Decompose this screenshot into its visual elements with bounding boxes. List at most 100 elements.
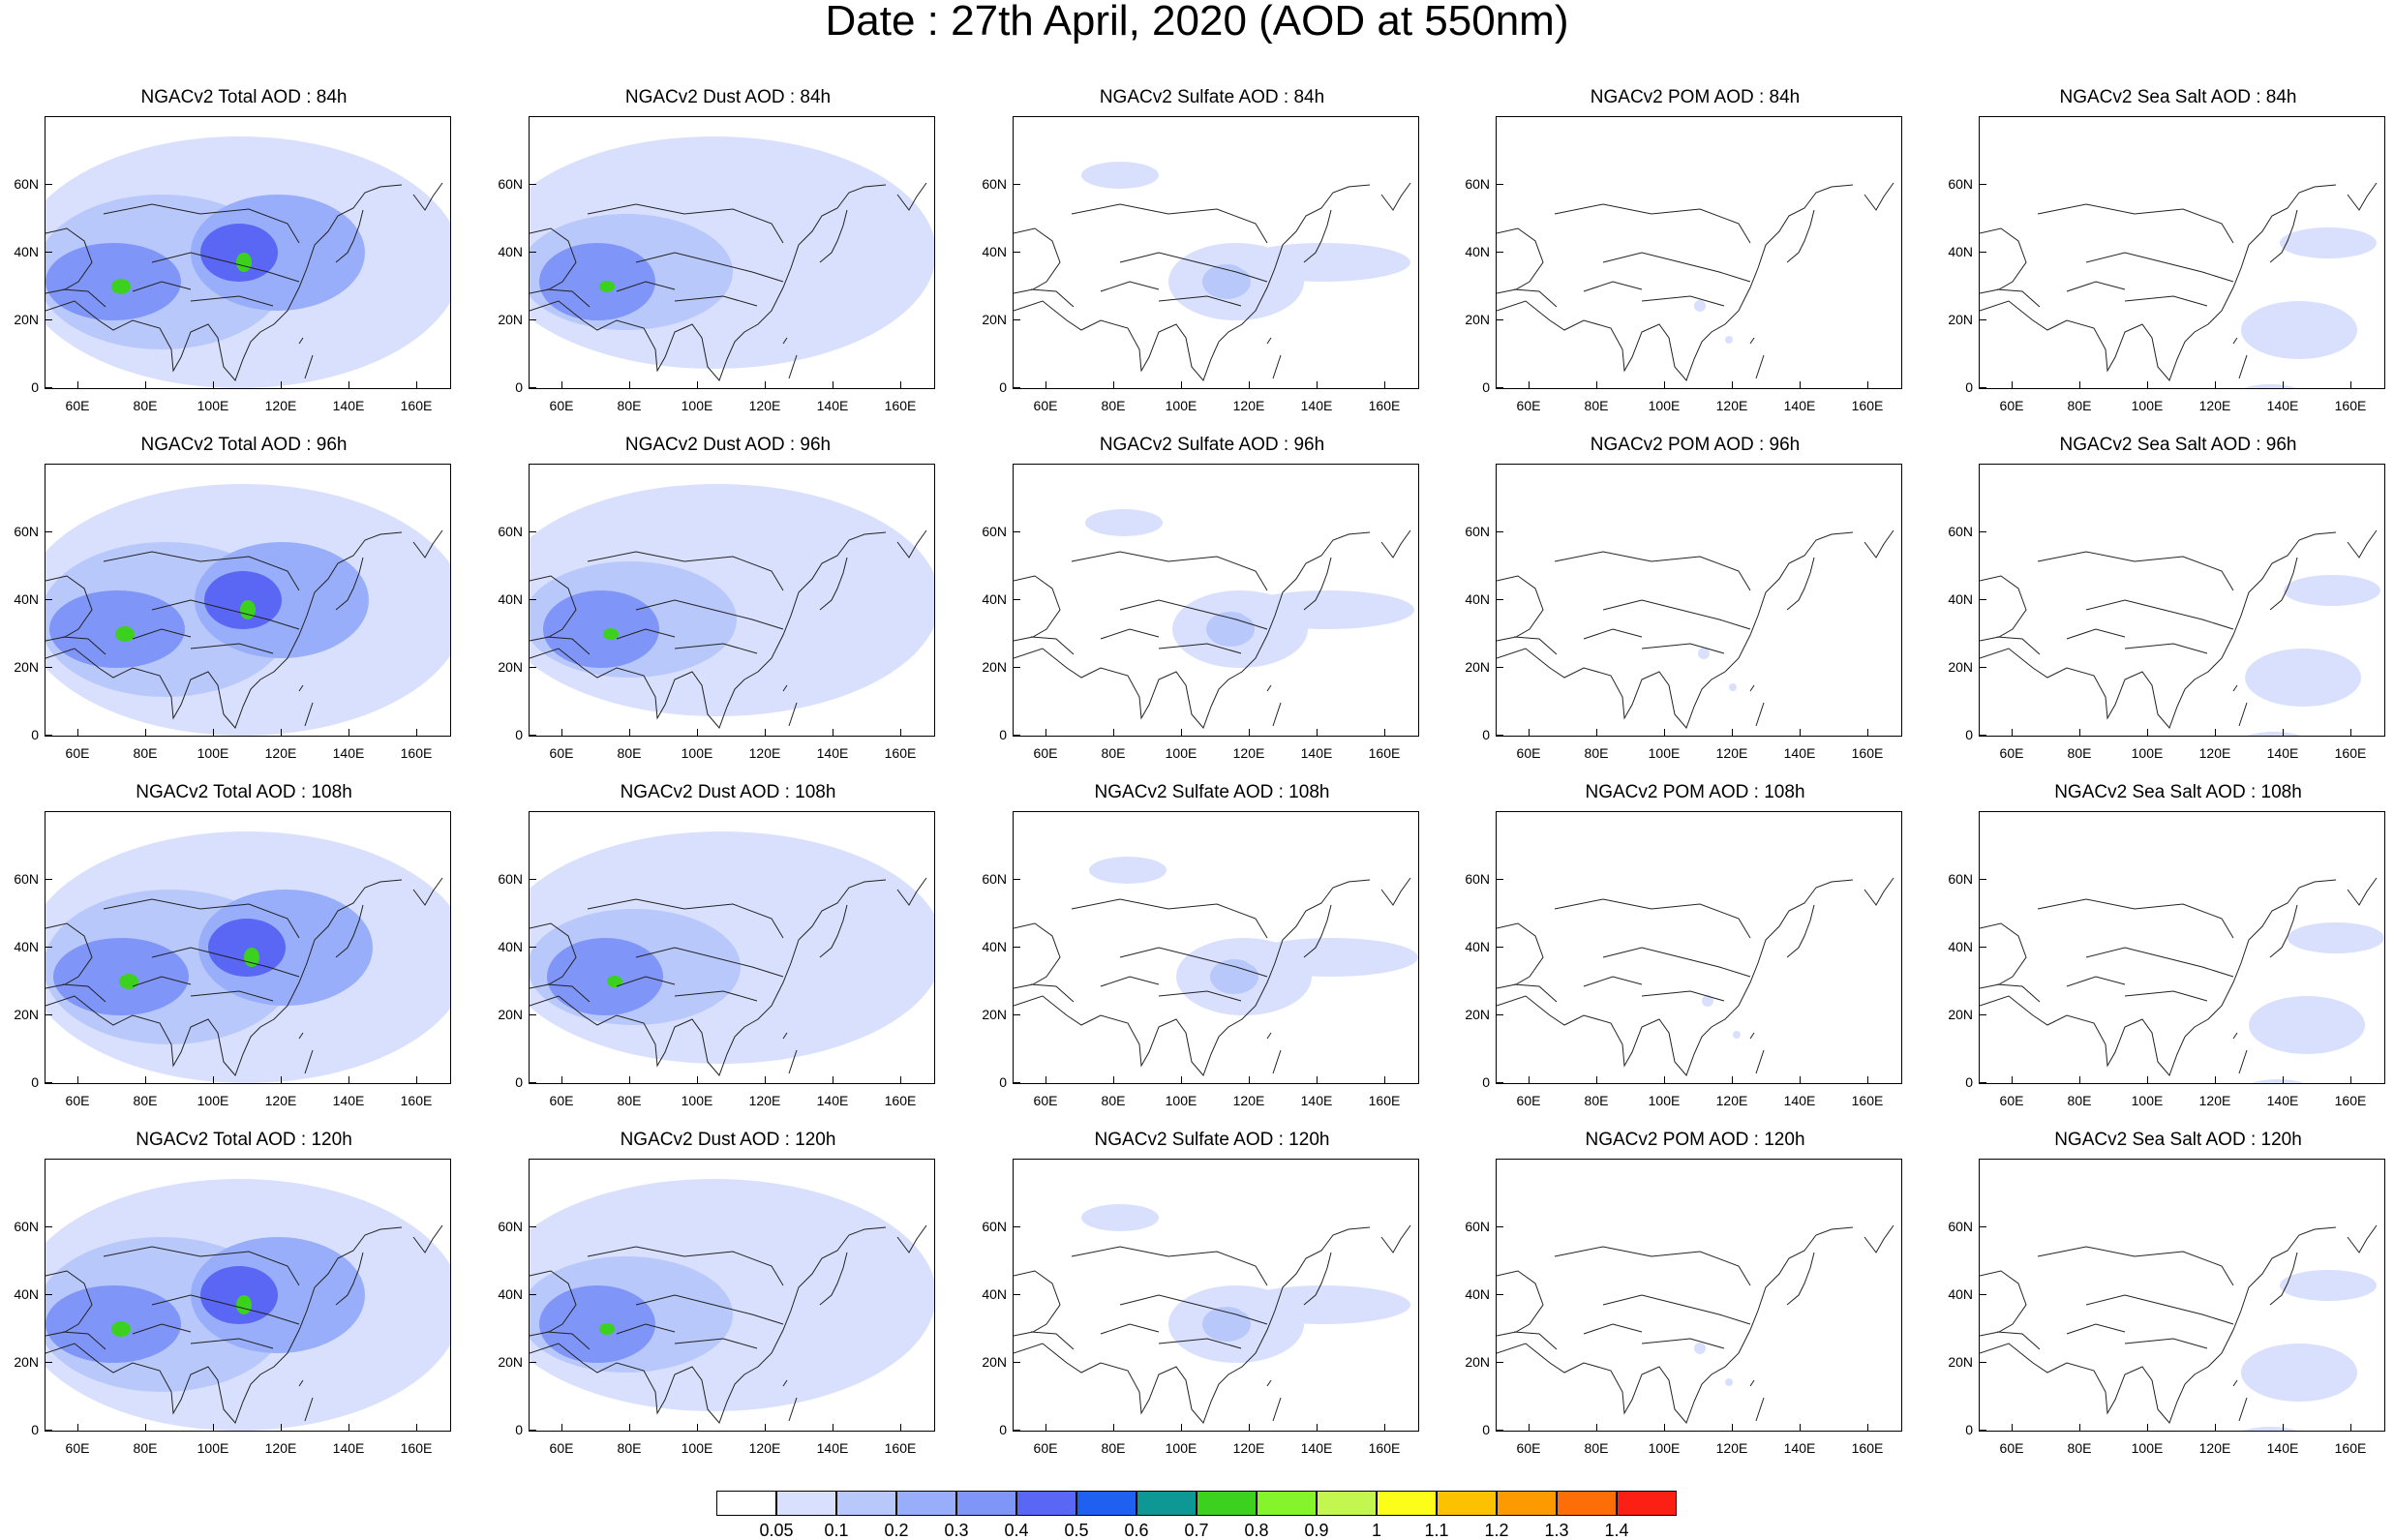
aod-shaded-area [45, 1285, 181, 1363]
coastline-outline [103, 1246, 300, 1286]
lon-tick [1800, 729, 1801, 737]
lat-tick [1979, 319, 1986, 320]
map-frame [1496, 811, 1902, 1084]
coastline-outline [1749, 1032, 1755, 1040]
lon-tick [1800, 381, 1801, 389]
coastline-outline [335, 209, 364, 263]
lat-tick-label: 60N [982, 871, 1007, 887]
coastline-outline [1641, 1338, 1725, 1349]
coastline-outline [546, 983, 591, 1003]
coastline-outline [1272, 1049, 1282, 1074]
coastline-outline [1755, 1397, 1765, 1422]
coastline-outline [412, 1224, 443, 1253]
lon-tick-label: 80E [2067, 398, 2092, 413]
coastline-outline [1583, 281, 1643, 292]
coastline-outline [1980, 227, 2027, 294]
lat-tick [45, 1294, 52, 1295]
lon-tick-label: 140E [816, 1440, 849, 1456]
lon-tick-label: 160E [1368, 1093, 1401, 1108]
coastline-outline [151, 947, 300, 978]
lat-tick-label: 60N [982, 176, 1007, 192]
lat-tick-label: 0 [1965, 727, 1973, 742]
lon-tick-label: 60E [1033, 398, 1058, 413]
coastline-outline [1786, 557, 1815, 611]
coastline-outline [635, 252, 784, 283]
lat-tick-label: 40N [982, 1286, 1007, 1302]
aod-shaded-area [2243, 1427, 2297, 1431]
map-frame [1496, 116, 1902, 389]
coastline-outline [896, 182, 927, 211]
lat-tick [1013, 667, 1020, 668]
colorbar-swatch [1257, 1491, 1317, 1516]
lon-tick [213, 1424, 214, 1432]
lat-tick-label: 0 [999, 727, 1007, 742]
lat-tick [1013, 1014, 1020, 1015]
lon-tick [1596, 1076, 1597, 1084]
lon-tick-label: 140E [332, 398, 365, 413]
lon-tick-label: 120E [264, 1093, 297, 1108]
coastline-outline [896, 529, 927, 559]
aod-field-map [1014, 1204, 1411, 1424]
coastline-outline [530, 1226, 887, 1424]
coastline-outline [1497, 1270, 1544, 1337]
panel-title: NGACv2 Sea Salt AOD : 120h [2054, 1130, 2302, 1150]
lon-tick [765, 381, 766, 389]
coastline-outline [190, 990, 274, 1002]
coastline-outline [1380, 529, 1411, 559]
lon-tick [561, 1424, 562, 1432]
lon-tick-label: 100E [681, 745, 713, 761]
lon-tick-label: 80E [617, 1093, 642, 1108]
lon-tick-label: 100E [681, 1093, 713, 1108]
coastline-outline [1641, 295, 1725, 307]
lon-tick-label: 100E [2131, 745, 2164, 761]
lon-tick-label: 160E [1368, 398, 1401, 413]
lon-tick-label: 80E [617, 745, 642, 761]
lat-tick-label: 0 [1482, 727, 1490, 742]
coastline-outline [1380, 182, 1411, 211]
aod-shaded-area [603, 628, 619, 640]
coastline-outline [62, 288, 106, 308]
coastline-outline [1786, 1252, 1815, 1306]
colorbar-swatch [1377, 1491, 1437, 1516]
lat-tick-label: 0 [1482, 379, 1490, 395]
lon-tick [1317, 381, 1318, 389]
map-panel-sea-salt-1: NGACv2 Sea Salt AOD : 96h 60N 40N 20N 0 60E 80… [1936, 435, 2394, 781]
coastline-outline [304, 1397, 314, 1422]
lon-tick [1113, 1424, 1114, 1432]
lon-tick-label: 100E [2131, 398, 2164, 413]
lat-tick [529, 1014, 536, 1015]
lat-tick-label: 20N [1948, 312, 1973, 327]
lat-tick [1979, 667, 1986, 668]
lon-tick [2350, 1424, 2351, 1432]
lon-tick [1317, 729, 1318, 737]
lon-tick [77, 1424, 78, 1432]
colorbar-swatch [716, 1491, 776, 1516]
coastline-outline [2347, 877, 2378, 906]
lat-tick-label: 40N [982, 244, 1007, 259]
lon-tick [1529, 729, 1530, 737]
lat-tick [1496, 879, 1503, 880]
lon-tick [281, 1076, 282, 1084]
lat-tick-label: 60N [14, 871, 39, 887]
lat-tick-label: 0 [515, 379, 523, 395]
lon-tick-label: 160E [884, 1093, 917, 1108]
lat-tick-label: 40N [498, 591, 523, 607]
lon-tick-label: 140E [1300, 398, 1333, 413]
aod-shaded-area [2243, 384, 2297, 388]
lon-tick-label: 100E [1648, 1093, 1681, 1108]
aod-shaded-area [1240, 590, 1414, 629]
lat-tick [529, 1226, 536, 1227]
lon-tick [77, 381, 78, 389]
aod-field-map [1497, 1224, 1894, 1424]
lat-tick-label: 60N [14, 1219, 39, 1234]
coastline-outline [782, 1032, 788, 1040]
lat-tick [529, 319, 536, 320]
coastline-outline [1272, 702, 1282, 727]
coastline-outline [1266, 1379, 1272, 1387]
lon-tick [348, 381, 349, 389]
main-title: Date : 27th April, 2020 (AOD at 550nm) [825, 0, 1569, 45]
coastline-outline [2347, 529, 2378, 559]
lat-tick-label: 20N [1465, 1007, 1490, 1022]
lon-tick-label: 80E [2067, 1440, 2092, 1456]
lon-tick [1529, 1424, 1530, 1432]
